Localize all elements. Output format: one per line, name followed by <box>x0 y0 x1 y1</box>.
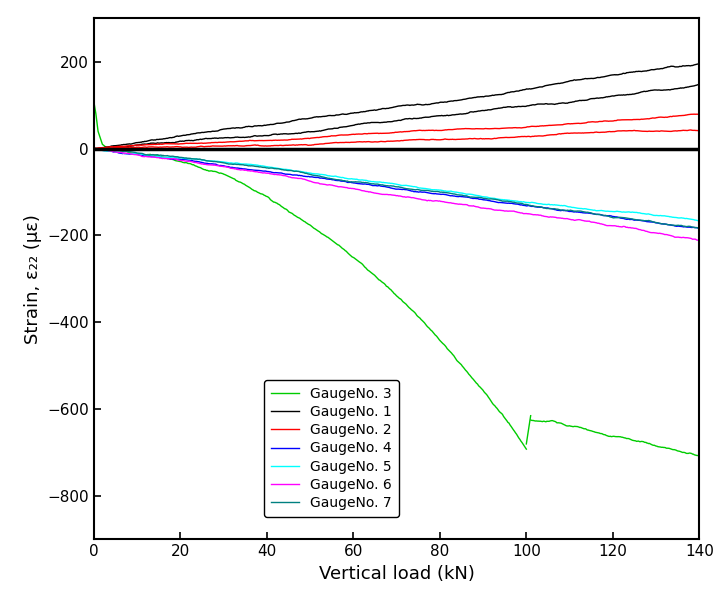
GaugeNo. 3 <box>231 177 240 184</box>
GaugeNo. 6 <box>89 145 98 152</box>
GaugeNo. 7 <box>90 145 99 152</box>
GaugeNo. 3 <box>405 304 414 311</box>
GaugeNo. 4 <box>611 213 619 221</box>
GaugeNo. 3 <box>262 192 270 200</box>
GaugeNo. 6 <box>127 150 136 158</box>
GaugeNo. 2 <box>691 110 699 118</box>
GaugeNo. 5 <box>441 187 450 194</box>
GaugeNo. 6 <box>695 237 704 244</box>
GaugeNo. 1 <box>549 80 558 88</box>
GaugeNo. 4 <box>127 150 136 158</box>
Legend: GaugeNo. 3, GaugeNo. 1, GaugeNo. 2, GaugeNo. 4, GaugeNo. 5, GaugeNo. 6, GaugeNo.: GaugeNo. 3, GaugeNo. 1, GaugeNo. 2, Gaug… <box>264 380 399 517</box>
GaugeNo. 1 <box>89 145 98 152</box>
GaugeNo. 2 <box>127 142 136 150</box>
Line: GaugeNo. 4: GaugeNo. 4 <box>94 149 699 228</box>
GaugeNo. 5 <box>89 145 98 152</box>
GaugeNo. 3 <box>403 302 412 309</box>
GaugeNo. 7 <box>549 205 558 212</box>
GaugeNo. 7 <box>476 194 485 201</box>
GaugeNo. 1 <box>92 145 100 152</box>
GaugeNo. 6 <box>475 204 484 211</box>
GaugeNo. 5 <box>475 192 484 200</box>
GaugeNo. 3 <box>91 145 99 152</box>
GaugeNo. 2 <box>441 126 450 134</box>
GaugeNo. 6 <box>549 213 557 221</box>
GaugeNo. 3 <box>363 265 371 273</box>
GaugeNo. 7 <box>442 189 451 196</box>
GaugeNo. 1 <box>695 60 704 67</box>
GaugeNo. 4 <box>441 191 450 198</box>
GaugeNo. 7 <box>89 145 98 152</box>
GaugeNo. 4 <box>89 145 98 153</box>
GaugeNo. 2 <box>89 145 98 153</box>
GaugeNo. 5 <box>127 150 136 158</box>
GaugeNo. 2 <box>457 125 466 132</box>
Y-axis label: Strain, ε₂₂ (με): Strain, ε₂₂ (με) <box>24 214 42 344</box>
Line: GaugeNo. 1: GaugeNo. 1 <box>94 64 699 148</box>
GaugeNo. 7 <box>458 191 466 199</box>
Line: GaugeNo. 6: GaugeNo. 6 <box>94 148 699 240</box>
GaugeNo. 4 <box>695 224 704 232</box>
GaugeNo. 2 <box>475 125 484 132</box>
GaugeNo. 1 <box>458 96 466 104</box>
GaugeNo. 1 <box>694 60 703 67</box>
GaugeNo. 6 <box>457 200 466 208</box>
GaugeNo. 1 <box>611 71 620 78</box>
GaugeNo. 6 <box>441 199 450 206</box>
Line: GaugeNo. 5: GaugeNo. 5 <box>94 148 699 221</box>
GaugeNo. 4 <box>549 205 557 213</box>
GaugeNo. 1 <box>476 93 485 101</box>
GaugeNo. 7 <box>695 224 704 232</box>
GaugeNo. 7 <box>694 224 702 232</box>
Line: GaugeNo. 7: GaugeNo. 7 <box>94 148 699 228</box>
Line: GaugeNo. 2: GaugeNo. 2 <box>94 114 699 149</box>
GaugeNo. 4 <box>457 193 466 200</box>
GaugeNo. 5 <box>549 201 557 208</box>
GaugeNo. 7 <box>128 148 136 156</box>
GaugeNo. 5 <box>694 217 703 224</box>
GaugeNo. 3 <box>143 151 151 159</box>
GaugeNo. 2 <box>695 111 704 118</box>
GaugeNo. 7 <box>611 214 620 221</box>
GaugeNo. 3 <box>89 145 98 153</box>
GaugeNo. 5 <box>457 189 466 197</box>
GaugeNo. 2 <box>611 117 619 124</box>
GaugeNo. 4 <box>475 196 484 203</box>
Line: GaugeNo. 3: GaugeNo. 3 <box>94 148 526 449</box>
GaugeNo. 6 <box>611 222 619 229</box>
GaugeNo. 5 <box>695 217 704 224</box>
GaugeNo. 5 <box>611 208 619 215</box>
GaugeNo. 3 <box>522 446 531 453</box>
X-axis label: Vertical load (kN): Vertical load (kN) <box>319 565 474 583</box>
GaugeNo. 1 <box>128 140 136 148</box>
GaugeNo. 2 <box>549 121 557 129</box>
GaugeNo. 1 <box>442 99 451 106</box>
